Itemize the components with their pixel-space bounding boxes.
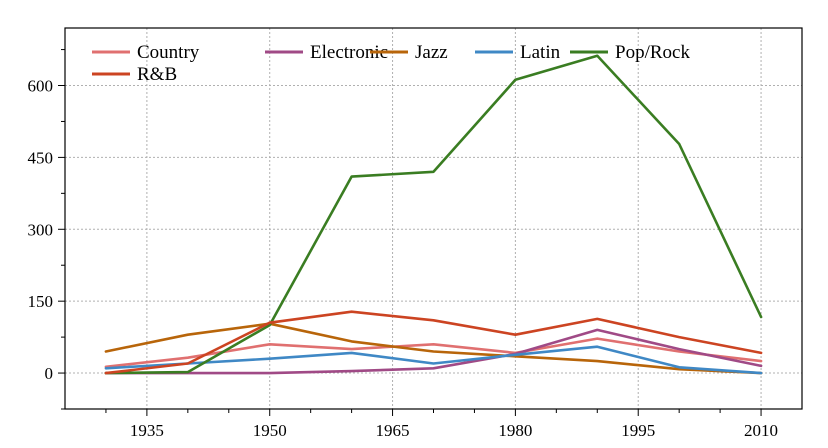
y-tick-label: 0 — [45, 364, 54, 383]
x-tick-label: 1965 — [376, 421, 410, 440]
x-tick-label: 1950 — [253, 421, 287, 440]
y-tick-label: 450 — [28, 148, 54, 167]
x-tick-label: 1980 — [498, 421, 532, 440]
legend: Country Electronic Jazz Latin Pop/Rock R&B — [92, 42, 690, 85]
series-line-r-b — [104, 310, 763, 375]
series-line-latin — [104, 345, 763, 375]
series-line-electronic — [104, 328, 763, 375]
x-tick-label: 2010 — [744, 421, 778, 440]
legend-label-electronic: Electronic — [310, 42, 388, 63]
series-line-pop-rock — [104, 54, 763, 375]
x-axis: 1935 1950 1965 1980 1995 2010 — [105, 409, 778, 440]
legend-label-latin: Latin — [520, 42, 561, 63]
legend-label-country: Country — [137, 42, 200, 63]
series-line-country — [104, 337, 763, 369]
y-tick-label: 600 — [28, 77, 54, 96]
legend-label-r-b: R&B — [137, 64, 177, 85]
x-tick-label: 1935 — [130, 421, 164, 440]
legend-label-pop-rock: Pop/Rock — [615, 42, 690, 63]
y-tick-label: 300 — [28, 220, 54, 239]
series-lines — [104, 54, 763, 375]
legend-label-jazz: Jazz — [415, 42, 448, 63]
series-line-jazz — [104, 322, 763, 375]
x-tick-label: 1995 — [621, 421, 655, 440]
y-tick-label: 150 — [28, 292, 54, 311]
y-axis: 0 150 300 450 600 — [28, 49, 65, 410]
